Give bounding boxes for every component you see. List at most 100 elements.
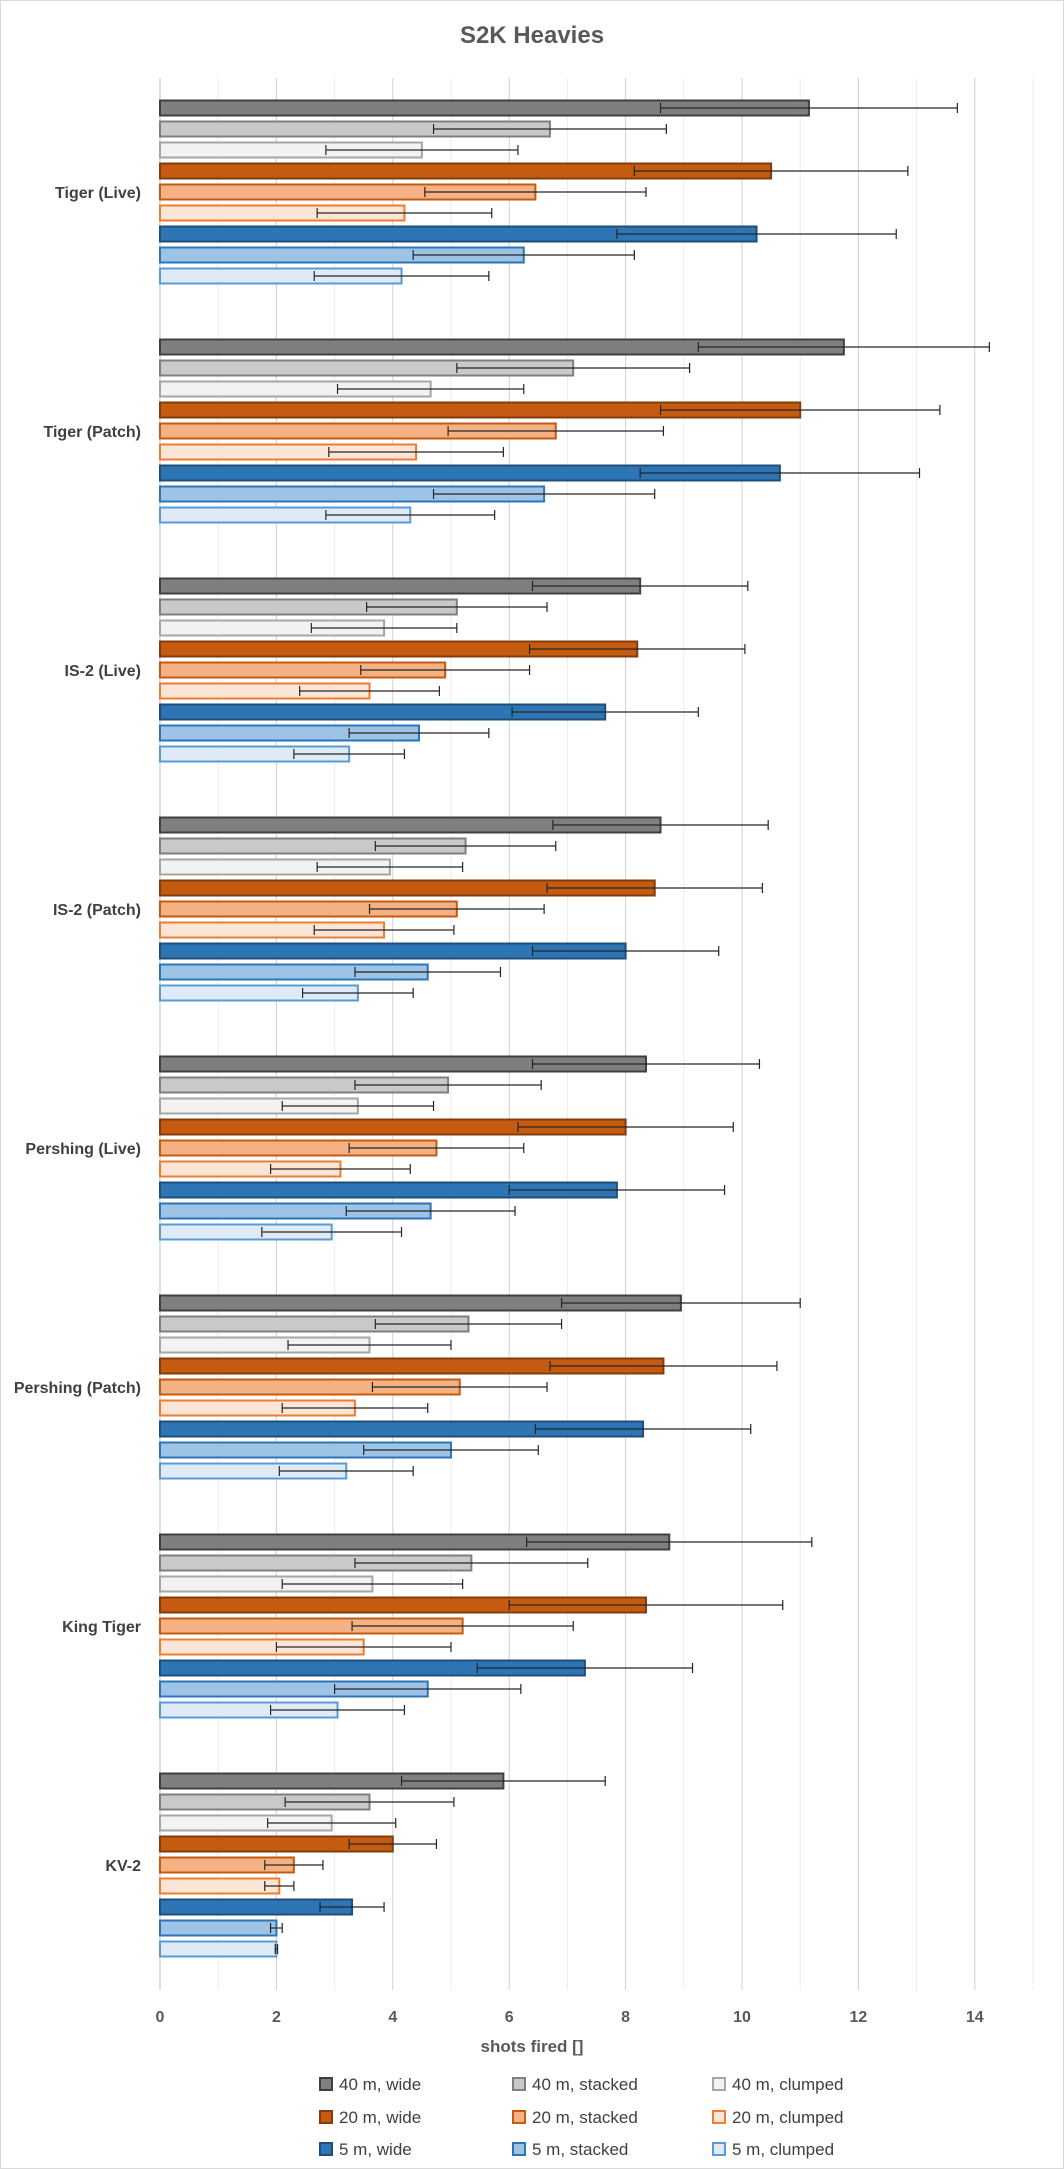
error-bar	[366, 602, 548, 612]
error-bar	[374, 841, 557, 851]
error-bar	[316, 862, 464, 872]
legend-label: 5 m, clumped	[732, 2140, 834, 2159]
category-label: IS-2 (Live)	[65, 663, 141, 680]
error-bar	[345, 1206, 516, 1216]
error-bar	[447, 426, 665, 436]
error-bar	[313, 271, 490, 281]
legend-swatch	[512, 2110, 526, 2124]
x-tick-label: 0	[156, 2009, 165, 2026]
error-bar	[299, 686, 440, 696]
error-bar	[374, 1319, 563, 1329]
error-bar	[528, 644, 746, 654]
error-bar	[639, 468, 921, 478]
error-bar	[354, 1558, 589, 1568]
error-bar	[281, 1101, 435, 1111]
error-bar	[476, 1663, 694, 1673]
error-bar	[517, 1122, 734, 1132]
legend-item: 20 m, wide	[319, 2108, 421, 2127]
error-bar	[400, 1776, 606, 1786]
legend-swatch	[319, 2077, 333, 2091]
error-bar	[354, 1080, 542, 1090]
error-bar	[301, 988, 414, 998]
error-bar	[267, 1818, 397, 1828]
error-bar	[348, 1143, 525, 1153]
legend-item: 5 m, wide	[319, 2140, 412, 2159]
error-bar	[284, 1797, 455, 1807]
legend-label: 40 m, stacked	[532, 2075, 638, 2094]
error-bar	[368, 904, 545, 914]
legend-swatch	[712, 2110, 726, 2124]
error-bar	[278, 1466, 414, 1476]
x-tick-label: 8	[621, 2009, 630, 2026]
error-bar	[360, 665, 531, 675]
error-bar	[526, 1537, 813, 1547]
error-bar	[432, 124, 667, 134]
error-bar	[313, 925, 455, 935]
legend-item: 40 m, stacked	[512, 2075, 638, 2094]
error-bar	[616, 229, 897, 239]
error-bar	[264, 1881, 295, 1891]
legend-label: 5 m, stacked	[532, 2140, 628, 2159]
error-bar	[659, 103, 958, 113]
error-bar	[325, 510, 496, 520]
error-bars	[261, 103, 990, 1954]
legend-swatch	[319, 2142, 333, 2156]
x-tick-label: 6	[505, 2009, 514, 2026]
legend-item: 20 m, clumped	[712, 2108, 844, 2127]
legend-item: 5 m, clumped	[712, 2140, 834, 2159]
error-bar	[328, 447, 504, 457]
error-bar	[412, 250, 635, 260]
x-tick-label: 14	[966, 2009, 984, 2026]
error-bar	[534, 1424, 752, 1434]
error-bar	[261, 1227, 403, 1237]
error-bar	[511, 707, 699, 717]
error-bar	[659, 405, 941, 415]
bar	[159, 1877, 281, 1895]
error-bar	[264, 1860, 324, 1870]
category-labels: Tiger (Live) Tiger (Patch) IS-2 (Live) IS-2…	[14, 185, 141, 1875]
legend-label: 20 m, clumped	[732, 2108, 844, 2127]
legend-label: 20 m, wide	[339, 2108, 421, 2127]
error-bar	[552, 820, 769, 830]
error-bar	[310, 623, 458, 633]
x-tick-label: 12	[850, 2009, 868, 2026]
error-bar	[549, 1361, 778, 1371]
legend-swatch	[319, 2110, 333, 2124]
error-bar	[560, 1298, 801, 1308]
error-bar	[334, 1684, 522, 1694]
x-tick-label: 4	[388, 2009, 397, 2026]
error-bar	[269, 1164, 411, 1174]
error-bar	[316, 208, 493, 218]
error-bar	[508, 1185, 726, 1195]
legend: 40 m, wide 40 m, stacked 40 m, clumped 20 m…	[319, 2075, 844, 2159]
x-axis-title: shots fired []	[481, 2037, 584, 2056]
error-bar	[336, 384, 525, 394]
legend-item: 40 m, wide	[319, 2075, 421, 2094]
legend-swatch	[712, 2142, 726, 2156]
error-bar	[275, 1642, 452, 1652]
legend-swatch	[512, 2077, 526, 2091]
error-bar	[371, 1382, 548, 1392]
legend-label: 20 m, stacked	[532, 2108, 638, 2127]
legend-label: 40 m, clumped	[732, 2075, 844, 2094]
error-bar	[531, 581, 749, 591]
error-bar	[281, 1579, 464, 1589]
legend-swatch	[712, 2077, 726, 2091]
error-bar	[293, 749, 406, 759]
error-bar	[456, 363, 691, 373]
bar	[159, 1919, 278, 1937]
error-bar	[281, 1403, 429, 1413]
bars	[159, 99, 845, 1958]
error-bar	[351, 1621, 574, 1631]
error-bar	[354, 967, 502, 977]
error-bar	[531, 1059, 761, 1069]
error-bar	[432, 489, 656, 499]
error-bar	[287, 1340, 452, 1350]
category-label: KV-2	[105, 1858, 141, 1875]
error-bar	[363, 1445, 539, 1455]
error-bar	[348, 1839, 438, 1849]
error-bar	[508, 1600, 784, 1610]
x-tick-label: 2	[272, 2009, 281, 2026]
x-tick-labels: 0 2 4 6 8 10 12 14	[156, 2009, 984, 2026]
